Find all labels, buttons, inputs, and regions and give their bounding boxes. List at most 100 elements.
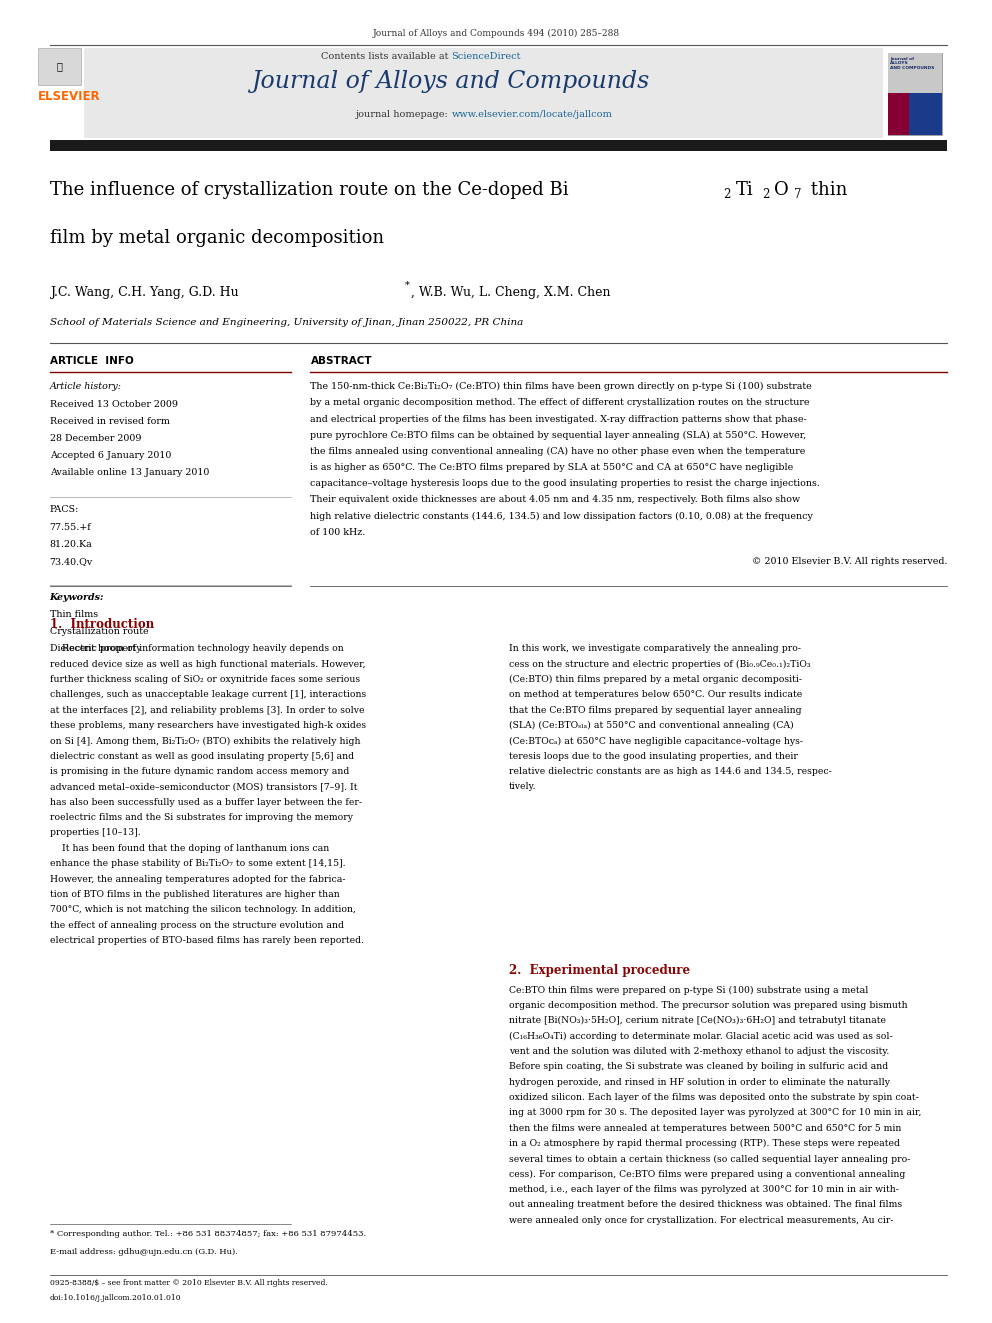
- Text: by a metal organic decomposition method. The effect of different crystallization: by a metal organic decomposition method.…: [310, 398, 810, 407]
- Text: method, i.e., each layer of the films was pyrolyzed at 300°C for 10 min in air w: method, i.e., each layer of the films wa…: [509, 1185, 899, 1195]
- Text: Journal of Alloys and Compounds: Journal of Alloys and Compounds: [252, 70, 651, 93]
- Text: Before spin coating, the Si substrate was cleaned by boiling in sulfuric acid an: Before spin coating, the Si substrate wa…: [509, 1062, 888, 1072]
- Text: electrical properties of BTO-based films has rarely been reported.: electrical properties of BTO-based films…: [50, 935, 364, 945]
- Text: Ce:BTO thin films were prepared on p-type Si (100) substrate using a metal: Ce:BTO thin films were prepared on p-typ…: [509, 986, 868, 995]
- Text: The 150-nm-thick Ce:Bi₂Ti₂O₇ (Ce:BTO) thin films have been grown directly on p-t: The 150-nm-thick Ce:Bi₂Ti₂O₇ (Ce:BTO) th…: [310, 382, 812, 392]
- Bar: [888, 53, 942, 93]
- Text: Journal of Alloys and Compounds 494 (2010) 285–288: Journal of Alloys and Compounds 494 (201…: [372, 29, 620, 38]
- Text: (Ce:BTO) thin films prepared by a metal organic decompositi-: (Ce:BTO) thin films prepared by a metal …: [509, 675, 802, 684]
- Text: It has been found that the doping of lanthanum ions can: It has been found that the doping of lan…: [50, 844, 329, 853]
- Text: Their equivalent oxide thicknesses are about 4.05 nm and 4.35 nm, respectively. : Their equivalent oxide thicknesses are a…: [310, 495, 801, 504]
- Text: (SLA) (Ce:BTOₛₗₐ) at 550°C and conventional annealing (CA): (SLA) (Ce:BTOₛₗₐ) at 550°C and conventio…: [509, 721, 794, 730]
- Text: PACS:: PACS:: [50, 505, 79, 515]
- Text: E-mail address: gdhu@ujn.edu.cn (G.D. Hu).: E-mail address: gdhu@ujn.edu.cn (G.D. Hu…: [50, 1248, 237, 1256]
- Text: 2.  Experimental procedure: 2. Experimental procedure: [509, 964, 690, 978]
- Text: However, the annealing temperatures adopted for the fabrica-: However, the annealing temperatures adop…: [50, 875, 345, 884]
- Text: Contents lists available at: Contents lists available at: [320, 52, 451, 61]
- Text: that the Ce:BTO films prepared by sequential layer annealing: that the Ce:BTO films prepared by sequen…: [509, 705, 802, 714]
- Text: ABSTRACT: ABSTRACT: [310, 356, 372, 366]
- Text: J.C. Wang, C.H. Yang, G.D. Hu: J.C. Wang, C.H. Yang, G.D. Hu: [50, 286, 238, 299]
- Text: School of Materials Science and Engineering, University of Jinan, Jinan 250022, : School of Materials Science and Engineer…: [50, 318, 523, 327]
- Text: 28 December 2009: 28 December 2009: [50, 434, 141, 443]
- Text: 2: 2: [723, 188, 730, 201]
- Text: roelectric films and the Si substrates for improving the memory: roelectric films and the Si substrates f…: [50, 814, 352, 822]
- Text: several times to obtain a certain thickness (so called sequential layer annealin: several times to obtain a certain thickn…: [509, 1155, 911, 1163]
- Text: Received in revised form: Received in revised form: [50, 417, 170, 426]
- Text: 81.20.Ka: 81.20.Ka: [50, 540, 92, 549]
- Text: Keywords:: Keywords:: [50, 593, 104, 602]
- Bar: [50, 140, 947, 151]
- Text: Article history:: Article history:: [50, 382, 122, 392]
- Text: 77.55.+f: 77.55.+f: [50, 523, 91, 532]
- Text: ARTICLE  INFO: ARTICLE INFO: [50, 356, 133, 366]
- Text: out annealing treatment before the desired thickness was obtained. The final fil: out annealing treatment before the desir…: [509, 1200, 902, 1209]
- Text: *: *: [405, 280, 410, 290]
- Text: 1.  Introduction: 1. Introduction: [50, 618, 154, 631]
- Text: 7: 7: [794, 188, 802, 201]
- Text: is as higher as 650°C. The Ce:BTO films prepared by SLA at 550°C and CA at 650°C: is as higher as 650°C. The Ce:BTO films …: [310, 463, 794, 472]
- Text: at the interfaces [2], and reliability problems [3]. In order to solve: at the interfaces [2], and reliability p…: [50, 705, 364, 714]
- Text: 0925-8388/$ – see front matter © 2010 Elsevier B.V. All rights reserved.: 0925-8388/$ – see front matter © 2010 El…: [50, 1279, 327, 1287]
- Text: Crystallization route: Crystallization route: [50, 627, 148, 636]
- Text: vent and the solution was diluted with 2-methoxy ethanol to adjust the viscosity: vent and the solution was diluted with 2…: [509, 1046, 889, 1056]
- Text: www.elsevier.com/locate/jallcom: www.elsevier.com/locate/jallcom: [451, 110, 612, 119]
- Text: the effect of annealing process on the structure evolution and: the effect of annealing process on the s…: [50, 921, 343, 930]
- Text: cess). For comparison, Ce:BTO films were prepared using a conventional annealing: cess). For comparison, Ce:BTO films were…: [509, 1170, 906, 1179]
- Text: thin: thin: [805, 181, 847, 200]
- Text: 73.40.Qv: 73.40.Qv: [50, 557, 93, 566]
- Text: further thickness scaling of SiO₂ or oxynitride faces some serious: further thickness scaling of SiO₂ or oxy…: [50, 675, 360, 684]
- Text: tively.: tively.: [509, 782, 537, 791]
- Text: (C₁₆H₃₆O₄Ti) according to determinate molar. Glacial acetic acid was used as sol: (C₁₆H₃₆O₄Ti) according to determinate mo…: [509, 1032, 893, 1041]
- Text: nitrate [Bi(NO₃)₃·5H₂O], cerium nitrate [Ce(NO₃)₃·6H₂O] and tetrabutyl titanate: nitrate [Bi(NO₃)₃·5H₂O], cerium nitrate …: [509, 1016, 886, 1025]
- Text: of 100 kHz.: of 100 kHz.: [310, 528, 366, 537]
- Text: in a O₂ atmosphere by rapid thermal processing (RTP). These steps were repeated: in a O₂ atmosphere by rapid thermal proc…: [509, 1139, 900, 1148]
- Text: journal homepage:: journal homepage:: [355, 110, 451, 119]
- Text: relative dielectric constants are as high as 144.6 and 134.5, respec-: relative dielectric constants are as hig…: [509, 767, 831, 777]
- Text: O: O: [774, 181, 789, 200]
- Text: challenges, such as unacceptable leakage current [1], interactions: challenges, such as unacceptable leakage…: [50, 691, 366, 700]
- Text: has also been successfully used as a buffer layer between the fer-: has also been successfully used as a buf…: [50, 798, 362, 807]
- Bar: [84, 48, 883, 138]
- Text: organic decomposition method. The precursor solution was prepared using bismuth: organic decomposition method. The precur…: [509, 1002, 908, 1009]
- Text: pure pyrochlore Ce:BTO films can be obtained by sequential layer annealing (SLA): pure pyrochlore Ce:BTO films can be obta…: [310, 431, 806, 439]
- Bar: [888, 53, 942, 135]
- Text: then the films were annealed at temperatures between 500°C and 650°C for 5 min: then the films were annealed at temperat…: [509, 1123, 902, 1132]
- Text: on method at temperatures below 650°C. Our results indicate: on method at temperatures below 650°C. O…: [509, 691, 803, 700]
- Text: Journal of
ALLOYS
AND COMPOUNDS: Journal of ALLOYS AND COMPOUNDS: [890, 57, 934, 70]
- Text: is promising in the future dynamic random access memory and: is promising in the future dynamic rando…: [50, 767, 349, 777]
- Text: oxidized silicon. Each layer of the films was deposited onto the substrate by sp: oxidized silicon. Each layer of the film…: [509, 1093, 919, 1102]
- Bar: [888, 93, 909, 135]
- Text: reduced device size as well as high functional materials. However,: reduced device size as well as high func…: [50, 660, 365, 668]
- Text: Dielectric property: Dielectric property: [50, 644, 141, 654]
- Text: Received 13 October 2009: Received 13 October 2009: [50, 400, 178, 409]
- Text: 700°C, which is not matching the silicon technology. In addition,: 700°C, which is not matching the silicon…: [50, 905, 355, 914]
- Text: (Ce:BTOᴄₐ) at 650°C have negligible capacitance–voltage hys-: (Ce:BTOᴄₐ) at 650°C have negligible capa…: [509, 737, 803, 745]
- Text: teresis loops due to the good insulating properties, and their: teresis loops due to the good insulating…: [509, 751, 798, 761]
- Bar: [38, 48, 81, 85]
- Text: hydrogen peroxide, and rinsed in HF solution in order to eliminate the naturally: hydrogen peroxide, and rinsed in HF solu…: [509, 1078, 890, 1086]
- Text: Thin films: Thin films: [50, 610, 98, 619]
- Text: doi:10.1016/j.jallcom.2010.01.010: doi:10.1016/j.jallcom.2010.01.010: [50, 1294, 182, 1302]
- Text: capacitance–voltage hysteresis loops due to the good insulating properties to re: capacitance–voltage hysteresis loops due…: [310, 479, 820, 488]
- Bar: [909, 93, 942, 135]
- Text: Recent boom of information technology heavily depends on: Recent boom of information technology he…: [50, 644, 343, 654]
- Text: ELSEVIER: ELSEVIER: [38, 90, 100, 103]
- Text: dielectric constant as well as good insulating property [5,6] and: dielectric constant as well as good insu…: [50, 751, 354, 761]
- Text: 2: 2: [762, 188, 769, 201]
- Text: ScienceDirect: ScienceDirect: [451, 52, 521, 61]
- Text: were annealed only once for crystallization. For electrical measurements, Au cir: were annealed only once for crystallizat…: [509, 1216, 894, 1225]
- Text: film by metal organic decomposition: film by metal organic decomposition: [50, 229, 384, 247]
- Text: 🌲: 🌲: [57, 61, 62, 71]
- Text: the films annealed using conventional annealing (CA) have no other phase even wh: the films annealed using conventional an…: [310, 447, 806, 456]
- Text: cess on the structure and electric properties of (Bi₀.₉Ce₀.₁)₂TiO₃: cess on the structure and electric prope…: [509, 660, 810, 668]
- Text: * Corresponding author. Tel.: +86 531 88374857; fax: +86 531 87974453.: * Corresponding author. Tel.: +86 531 88…: [50, 1230, 366, 1238]
- Text: properties [10–13].: properties [10–13].: [50, 828, 140, 837]
- Text: enhance the phase stability of Bi₂Ti₂O₇ to some extent [14,15].: enhance the phase stability of Bi₂Ti₂O₇ …: [50, 859, 345, 868]
- Text: In this work, we investigate comparatively the annealing pro-: In this work, we investigate comparative…: [509, 644, 801, 654]
- Text: these problems, many researchers have investigated high-k oxides: these problems, many researchers have in…: [50, 721, 366, 730]
- Text: © 2010 Elsevier B.V. All rights reserved.: © 2010 Elsevier B.V. All rights reserved…: [752, 557, 947, 566]
- Text: The influence of crystallization route on the Ce-doped Bi: The influence of crystallization route o…: [50, 181, 568, 200]
- Text: high relative dielectric constants (144.6, 134.5) and low dissipation factors (0: high relative dielectric constants (144.…: [310, 512, 813, 520]
- Text: and electrical properties of the films has been investigated. X-ray diffraction : and electrical properties of the films h…: [310, 414, 807, 423]
- Text: advanced metal–oxide–semiconductor (MOS) transistors [7–9]. It: advanced metal–oxide–semiconductor (MOS)…: [50, 782, 357, 791]
